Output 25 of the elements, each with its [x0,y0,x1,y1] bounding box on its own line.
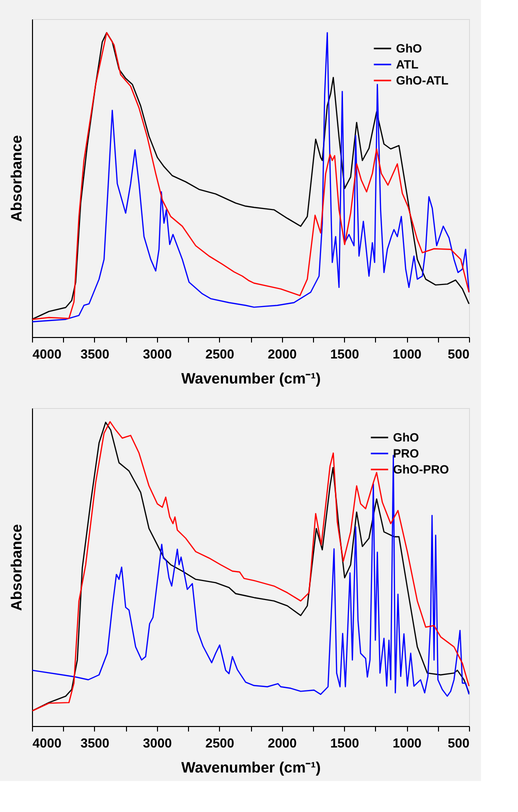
x-tick-label: 1500 [330,736,360,750]
x-tick-label: 1000 [392,736,422,750]
x-axis-title: Wavenumber (cm⁻¹) [181,760,321,776]
x-tick-label: 3500 [80,346,110,362]
y-axis-title: Absorbance [8,135,26,222]
x-tick-label: 3000 [142,736,172,750]
legend-label: GhO-ATL [396,74,448,88]
legend-label: PRO [393,446,420,460]
legend-label: GhO [396,42,422,56]
x-tick-label: 500 [448,346,470,362]
x-axis-title: Wavenumber (cm⁻¹) [181,370,321,388]
x-tick-label: 4000 [32,346,62,362]
x-tick-label: 500 [448,736,470,750]
y-axis-title: Absorbance [8,524,26,611]
x-tick-label: 2000 [268,346,297,362]
x-tick-label: 1000 [392,346,422,362]
legend-label: ATL [396,58,418,72]
x-tick-label: 4000 [32,736,62,750]
x-tick-label: 2500 [205,346,234,362]
legend-label: GhO [393,430,419,444]
x-tick-label: 3000 [142,346,172,362]
x-tick-label: 2500 [205,736,234,750]
x-tick-label: 3500 [80,736,110,750]
x-tick-label: 1500 [330,346,360,362]
x-tick-label: 2000 [268,736,297,750]
